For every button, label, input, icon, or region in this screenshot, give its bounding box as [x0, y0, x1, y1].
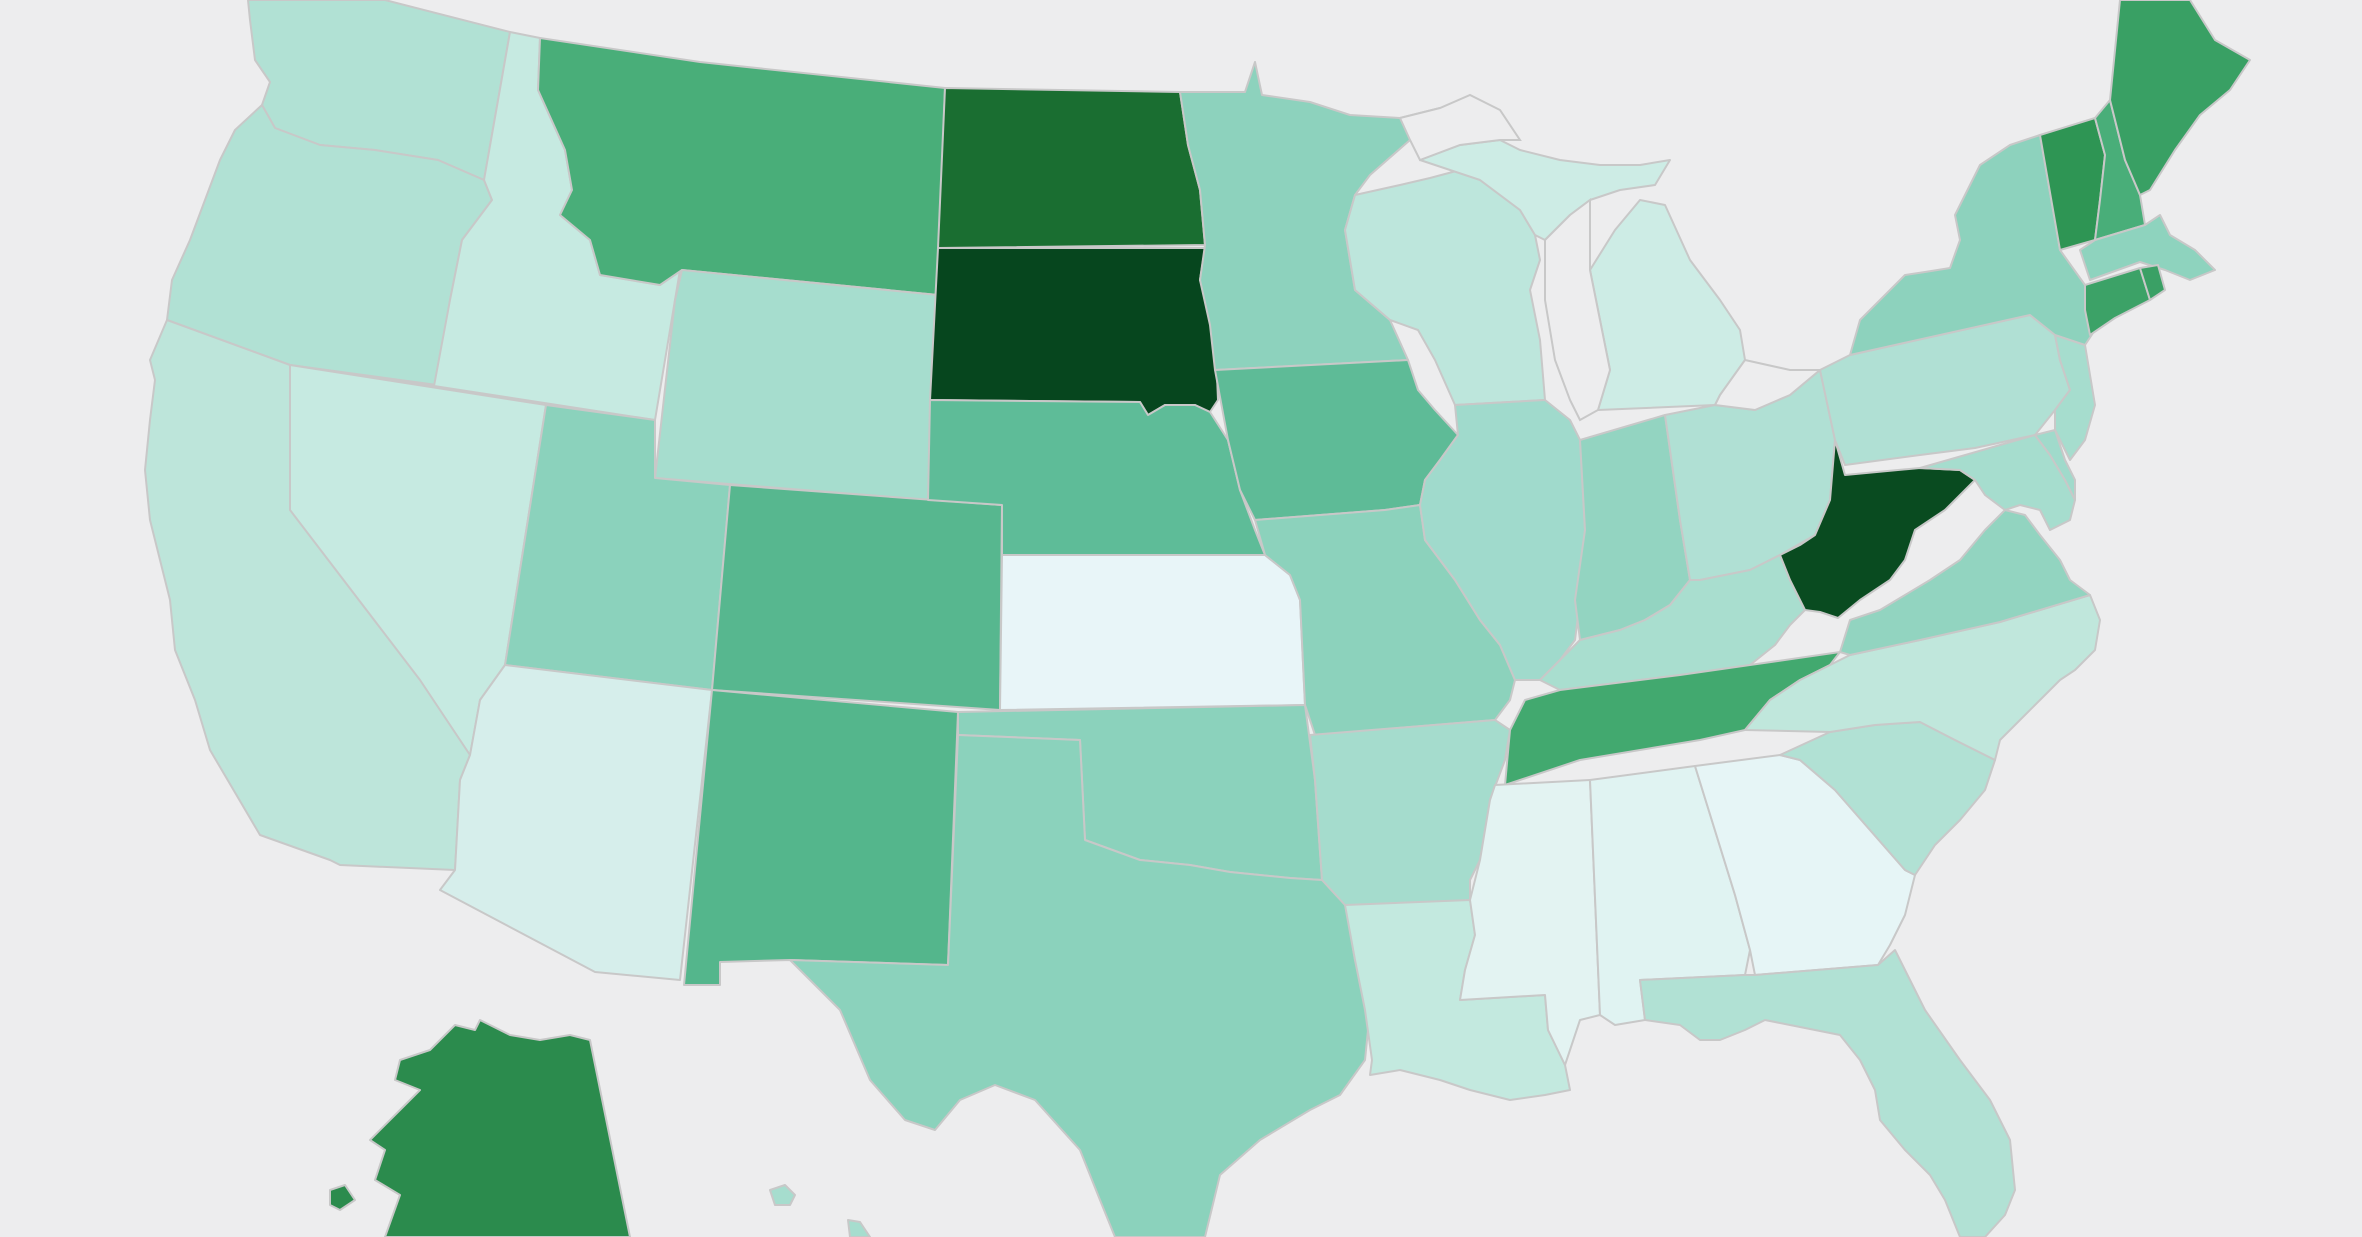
- state-mi[interactable]: [1589, 199, 1746, 411]
- state-nc[interactable]: [1744, 594, 2101, 761]
- state-hi-1[interactable]: [769, 1184, 796, 1206]
- state-nm[interactable]: [683, 689, 959, 986]
- state-mi-up[interactable]: [1419, 139, 1671, 241]
- state-ny[interactable]: [1849, 134, 2096, 356]
- state-co[interactable]: [711, 484, 1003, 711]
- state-ma[interactable]: [2079, 214, 2216, 281]
- state-ri[interactable]: [2139, 264, 2166, 301]
- state-az[interactable]: [439, 664, 713, 981]
- state-sd[interactable]: [929, 247, 1219, 416]
- state-ar[interactable]: [1309, 719, 1511, 906]
- state-ms[interactable]: [1459, 779, 1601, 1066]
- states-layer: [144, 0, 2251, 1237]
- state-ak[interactable]: [369, 1019, 631, 1237]
- state-va[interactable]: [1839, 509, 2091, 656]
- lake-erie: [1713, 358, 1823, 412]
- state-ks[interactable]: [999, 554, 1306, 711]
- state-fl[interactable]: [1639, 949, 2016, 1237]
- state-ak-island[interactable]: [329, 1184, 356, 1211]
- state-tx[interactable]: [789, 734, 1371, 1237]
- state-nj[interactable]: [2054, 334, 2096, 461]
- state-mt[interactable]: [537, 37, 946, 296]
- state-me[interactable]: [2109, 0, 2251, 196]
- state-nd[interactable]: [937, 87, 1206, 249]
- lake-superior: [1398, 93, 1522, 162]
- state-hi-2[interactable]: [847, 1219, 871, 1237]
- great-lakes: [1398, 93, 1823, 422]
- state-wy[interactable]: [654, 269, 939, 501]
- lake-michigan: [1544, 198, 1612, 422]
